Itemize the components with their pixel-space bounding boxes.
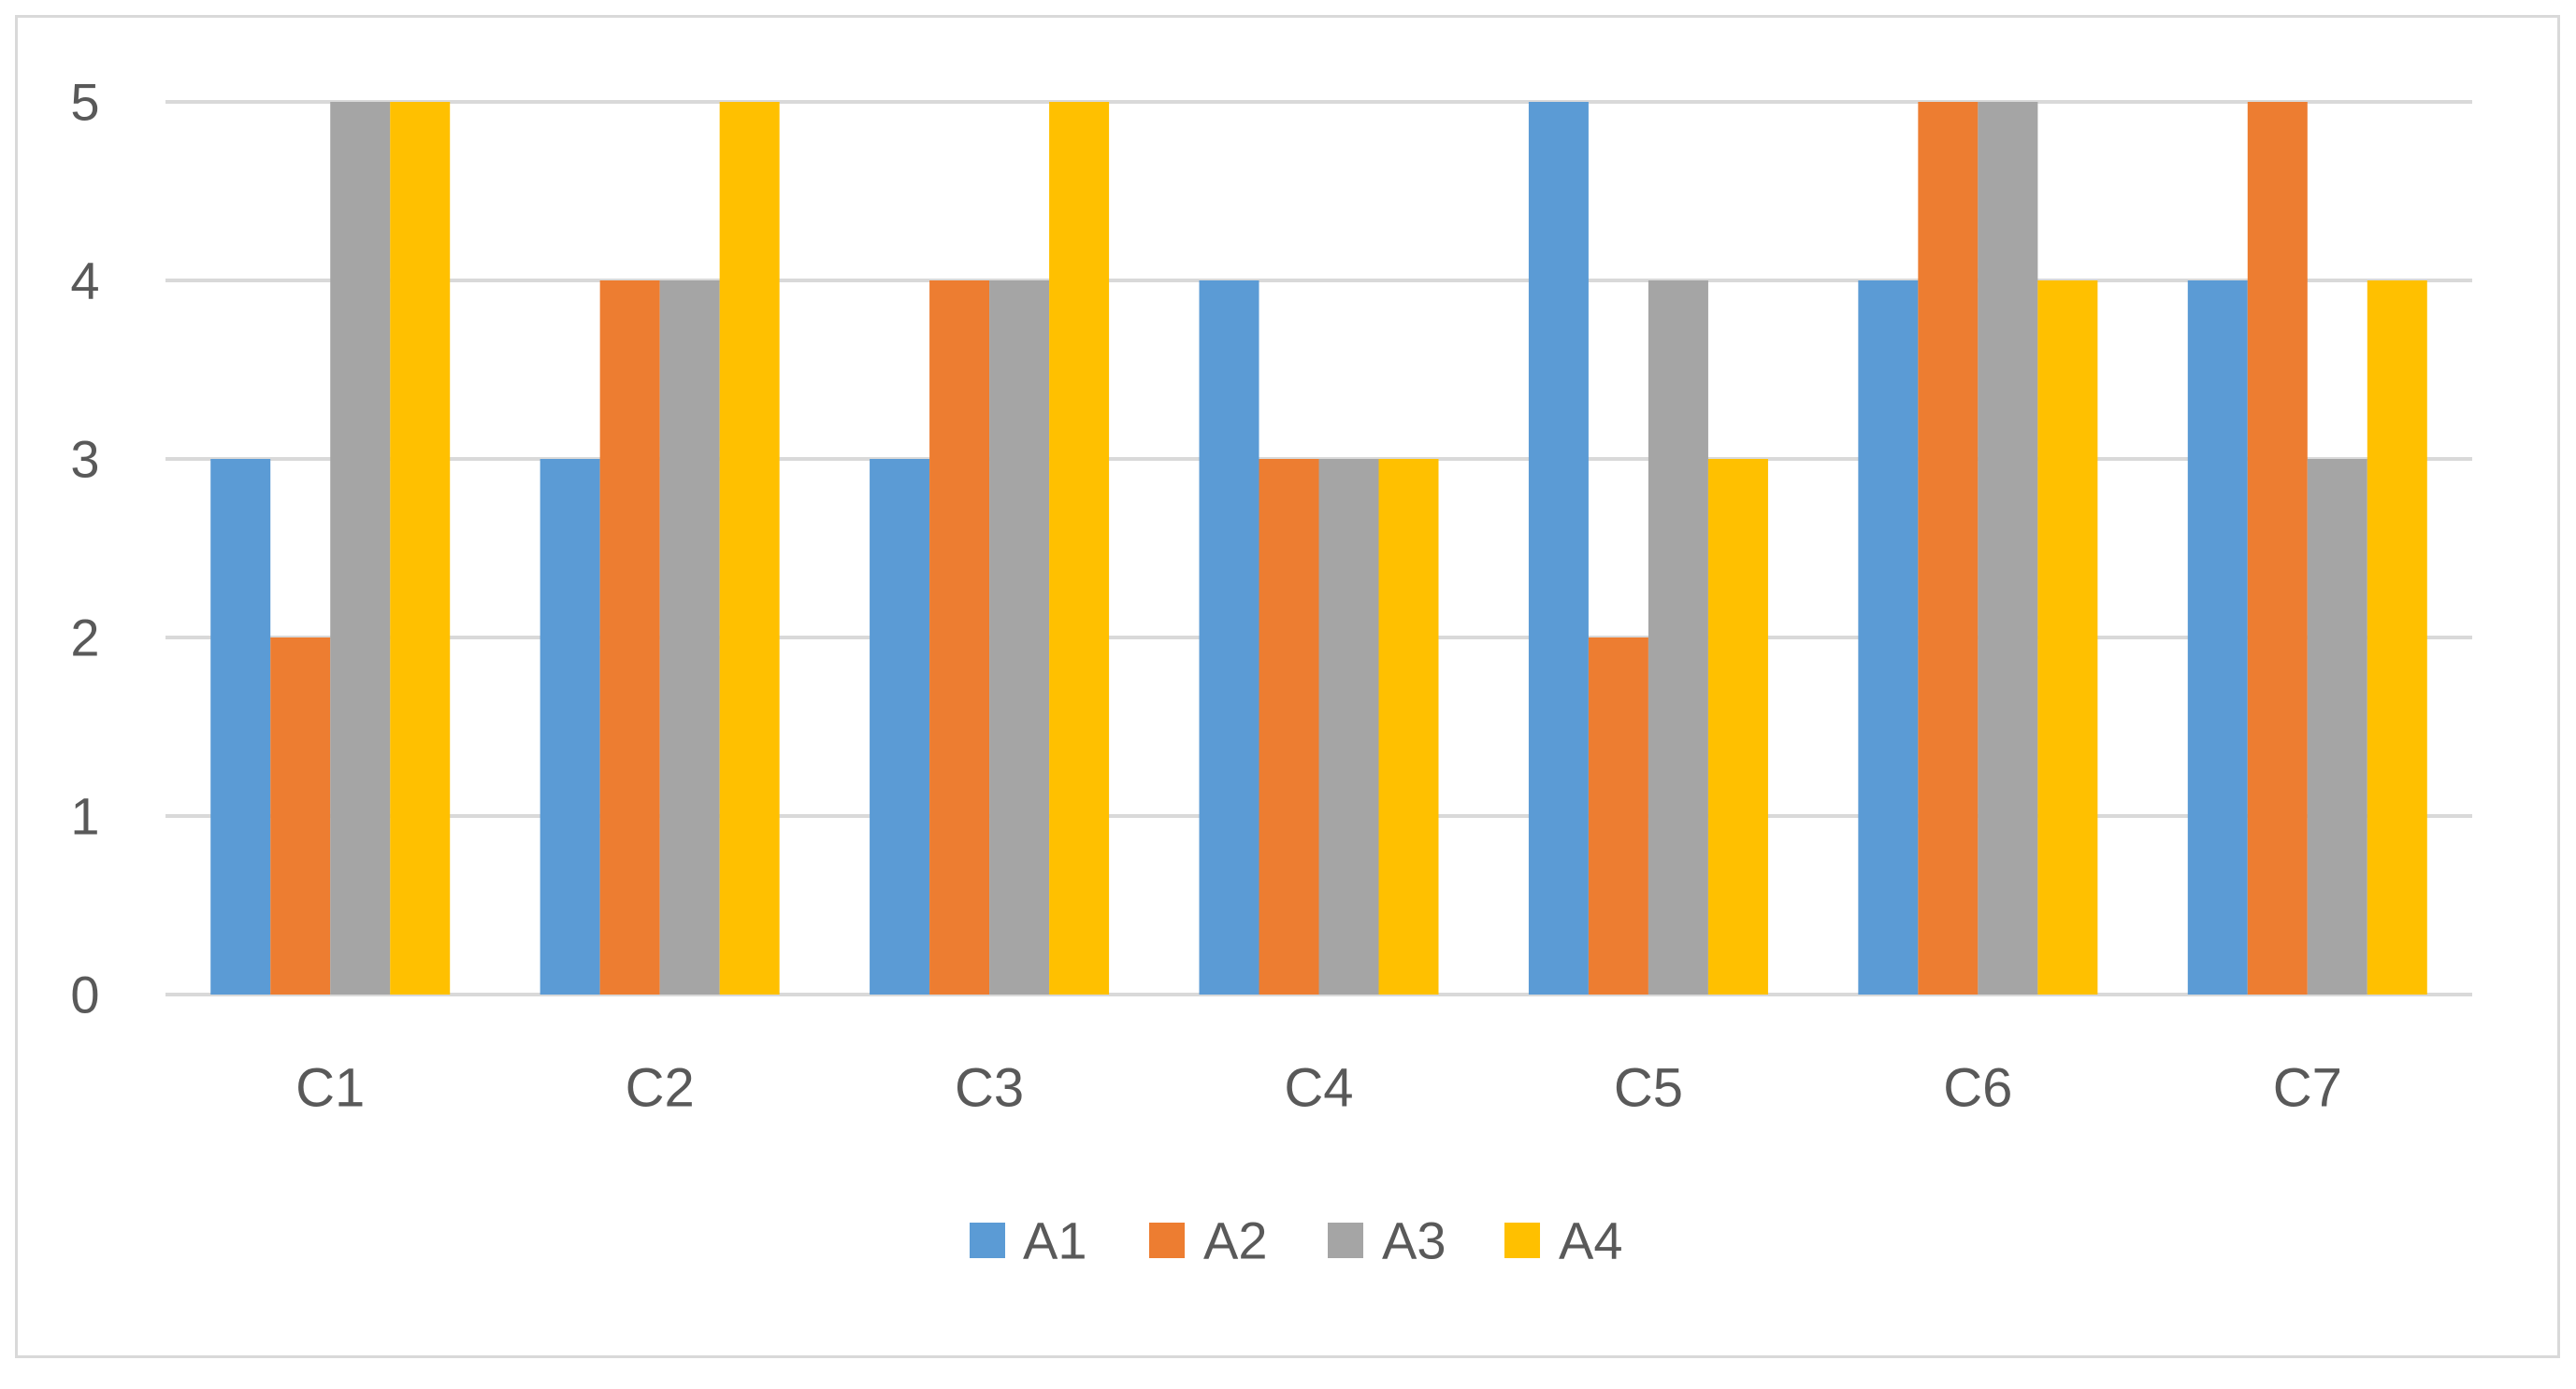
bar-A4-C3 — [1049, 102, 1110, 995]
bar-A2-C2 — [599, 280, 660, 995]
legend-label-A3: A3 — [1382, 1211, 1446, 1270]
bar-A4-C4 — [1378, 459, 1439, 995]
y-tick-label: 1 — [70, 787, 99, 846]
legend-swatch-A4 — [1504, 1223, 1540, 1258]
bar-A1-C4 — [1199, 280, 1259, 995]
x-tick-label: C5 — [1614, 1058, 1683, 1119]
bar-A2-C3 — [929, 280, 990, 995]
bar-A3-C1 — [330, 102, 391, 995]
bar-A3-C2 — [659, 280, 720, 995]
y-tick-label: 3 — [70, 430, 99, 489]
bar-A1-C2 — [540, 459, 600, 995]
bar-A1-C7 — [2187, 280, 2248, 995]
bar-A2-C5 — [1588, 637, 1648, 995]
legend: A1 A2 A3 A4 — [970, 1211, 1623, 1270]
bar-A1-C1 — [210, 459, 271, 995]
y-tick-label: 0 — [70, 966, 99, 1024]
legend-label-A1: A1 — [1023, 1211, 1087, 1270]
bar-A3-C4 — [1318, 459, 1379, 995]
bar-A3-C5 — [1648, 280, 1708, 995]
bar-A2-C1 — [270, 637, 331, 995]
y-tick-label: 4 — [70, 251, 99, 310]
legend-swatch-A3 — [1328, 1223, 1363, 1258]
y-tick-label: 5 — [70, 73, 99, 132]
bar-A3-C6 — [1978, 102, 2038, 995]
bar-A1-C3 — [870, 459, 930, 995]
legend-swatch-A1 — [970, 1223, 1005, 1258]
x-tick-label: C3 — [955, 1058, 1024, 1119]
bar-A4-C6 — [2037, 280, 2098, 995]
bar-A1-C5 — [1528, 102, 1589, 995]
bar-A4-C7 — [2367, 280, 2427, 995]
x-tick-label: C4 — [1284, 1058, 1353, 1119]
x-tick-label: C6 — [1943, 1058, 2012, 1119]
legend-label-A2: A2 — [1203, 1211, 1268, 1270]
y-tick-label: 2 — [70, 609, 99, 667]
bar-A4-C5 — [1707, 459, 1768, 995]
bar-A4-C2 — [719, 102, 780, 995]
bar-A1-C6 — [1858, 280, 1919, 995]
x-tick-label: C7 — [2273, 1058, 2342, 1119]
axes: 0 1 2 3 4 5 C1 C2 C3 C4 C5 C6 C7 — [70, 73, 2341, 1119]
legend-swatch-A2 — [1149, 1223, 1185, 1258]
bar-A3-C7 — [2307, 459, 2367, 995]
x-tick-label: C1 — [295, 1058, 365, 1119]
bars — [210, 102, 2427, 995]
bar-A3-C3 — [989, 280, 1050, 995]
bar-A4-C1 — [390, 102, 451, 995]
chart-frame: 0 1 2 3 4 5 C1 C2 C3 C4 C5 C6 C7 A1 A2 A3 A4 — [15, 15, 2560, 1358]
bar-chart: 0 1 2 3 4 5 C1 C2 C3 C4 C5 C6 C7 A1 A2 A3 A4 — [70, 73, 2472, 1270]
bar-A2-C4 — [1259, 459, 1319, 995]
bar-A2-C7 — [2247, 102, 2308, 995]
x-tick-label: C2 — [626, 1058, 695, 1119]
legend-label-A4: A4 — [1559, 1211, 1623, 1270]
bar-A2-C6 — [1918, 102, 1979, 995]
